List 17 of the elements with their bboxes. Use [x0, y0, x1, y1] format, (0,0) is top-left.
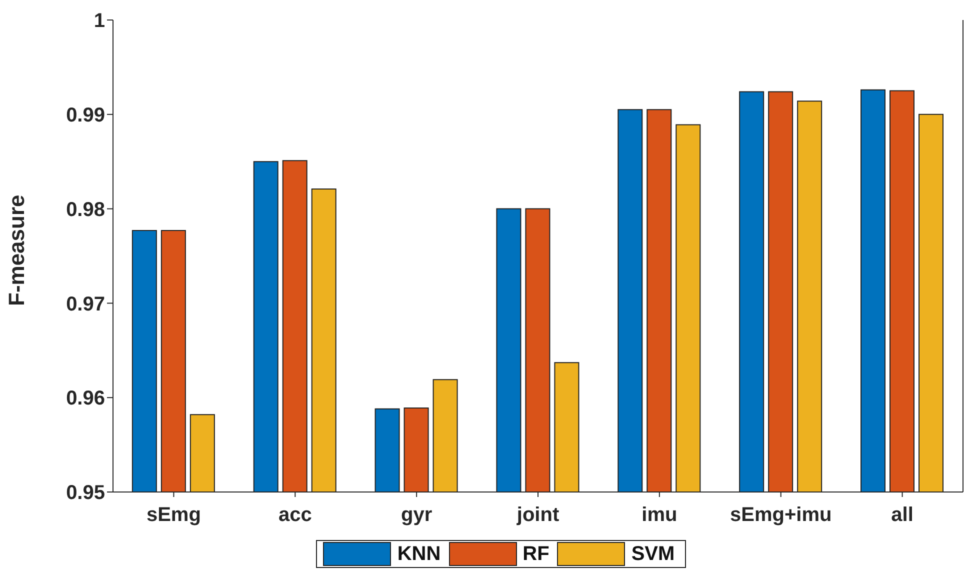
x-tick-label: sEmg — [146, 504, 201, 526]
legend-label: KNN — [397, 542, 441, 566]
y-tick-label: 0.97 — [66, 293, 105, 316]
legend-label: SVM — [631, 542, 675, 566]
x-tick-label: joint — [516, 504, 560, 526]
legend-label: RF — [522, 542, 550, 566]
y-tick-label: 0.95 — [66, 482, 105, 504]
x-tick-label: acc — [278, 504, 312, 526]
y-tick-label: 0.96 — [66, 388, 105, 410]
y-tick-label: 0.99 — [66, 104, 105, 126]
y-tick-label: 0.98 — [66, 198, 105, 221]
x-tick-label: gyr — [401, 504, 432, 526]
y-axis-title: F-measure — [4, 194, 29, 306]
y-tick-label: 1 — [94, 10, 105, 32]
x-tick-label: imu — [642, 504, 678, 526]
x-tick-label: sEmg+imu — [730, 504, 832, 526]
x-tick-label: all — [891, 504, 914, 526]
